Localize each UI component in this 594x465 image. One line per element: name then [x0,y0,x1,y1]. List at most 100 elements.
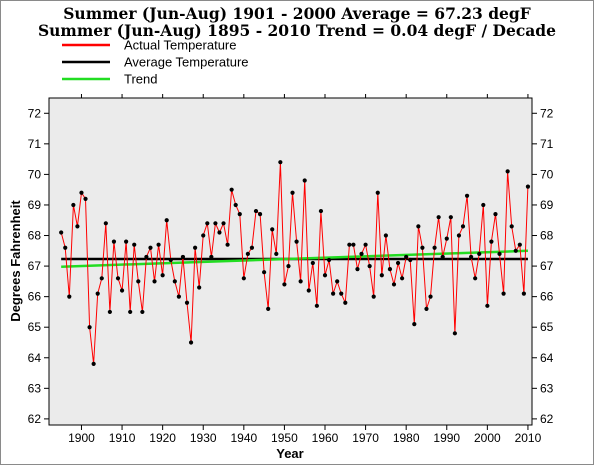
y-tick-label-left: 64 [28,351,42,365]
y-tick-label-right: 66 [540,290,554,304]
legend-label-trend: Trend [124,72,157,87]
data-point [375,190,380,195]
data-point [253,208,259,214]
data-layer [59,160,531,366]
actual-temperature-line [60,162,529,364]
data-point [278,160,283,165]
data-point [249,245,255,250]
data-point [225,242,230,247]
data-point [379,273,384,278]
data-point [237,212,242,217]
data-point [517,242,522,247]
y-tick-label-right: 63 [540,381,554,395]
data-point [456,233,462,238]
data-point [477,251,482,256]
data-point [124,239,129,244]
data-point [270,227,275,232]
data-point [67,294,72,299]
data-point [359,251,364,256]
data-point [148,245,153,250]
y-tick-label-right: 65 [540,320,554,334]
data-point [136,279,141,284]
y-tick-label-right: 64 [540,351,554,365]
data-point [266,306,271,311]
data-point [302,178,307,183]
data-point [107,309,112,315]
data-point [132,242,137,247]
data-point [432,245,437,250]
data-point [489,239,494,244]
chart-title: Summer (Jun-Aug) 1901 - 2000 Average = 6… [63,4,531,23]
data-point [205,221,210,226]
y-axis-label: Degrees Fahrenheit [8,200,23,322]
x-axis-label: Year [276,446,303,461]
data-point [314,303,319,308]
data-point [343,300,348,305]
data-point [310,260,315,266]
data-point [391,282,397,287]
y-tick-label-right: 68 [540,229,554,243]
data-point [404,254,409,260]
data-point [473,276,478,281]
data-point [87,325,92,330]
data-point [152,279,157,284]
y-tick-label-right: 67 [540,259,554,273]
data-point [71,202,76,208]
data-point [448,215,453,220]
data-point [464,193,470,198]
x-tick-label: 1930 [190,431,217,445]
legend-label-actual: Actual Temperature [124,38,237,53]
data-point [180,254,186,260]
data-point [509,224,514,229]
x-tick-label: 1910 [109,431,136,445]
data-point [485,303,490,308]
data-point [75,224,80,229]
data-point [298,279,303,284]
data-point [525,184,531,189]
data-point [460,224,466,229]
data-point [408,257,413,263]
data-point [412,322,417,327]
data-point [95,291,100,296]
x-tick-label: 1950 [271,431,298,445]
data-point [318,208,324,214]
data-point [282,282,287,287]
data-point [469,254,474,260]
data-point [513,248,518,253]
y-tick-label-left: 71 [28,137,42,151]
data-point [395,260,401,266]
data-point [245,251,250,256]
x-tick-label: 1990 [433,431,460,445]
data-point [201,233,206,238]
data-point [188,340,194,345]
data-point [103,221,108,226]
data-point [481,202,486,208]
data-point [257,212,263,217]
y-tick-label-right: 62 [540,412,554,426]
data-point [83,196,88,201]
data-point [274,251,279,256]
y-tick-label-left: 62 [28,412,42,426]
data-point [400,276,405,281]
y-tick-label-left: 65 [28,320,42,334]
data-point [119,288,125,293]
data-point [172,279,177,284]
data-point [79,190,84,195]
data-point [440,254,445,260]
data-point [335,279,340,284]
data-point [351,242,356,247]
data-point [497,251,502,256]
legend: Actual Temperature Average Temperature T… [62,38,249,87]
data-point [383,233,388,238]
data-point [436,215,441,220]
data-point [115,276,121,281]
y-tick-label-left: 63 [28,381,42,395]
data-point [59,230,64,235]
y-tick-label-right: 70 [540,167,554,181]
trend-line [61,249,528,268]
data-point [347,242,352,247]
data-point [164,218,169,223]
data-point [193,245,198,250]
y-tick-label-left: 68 [28,229,42,243]
